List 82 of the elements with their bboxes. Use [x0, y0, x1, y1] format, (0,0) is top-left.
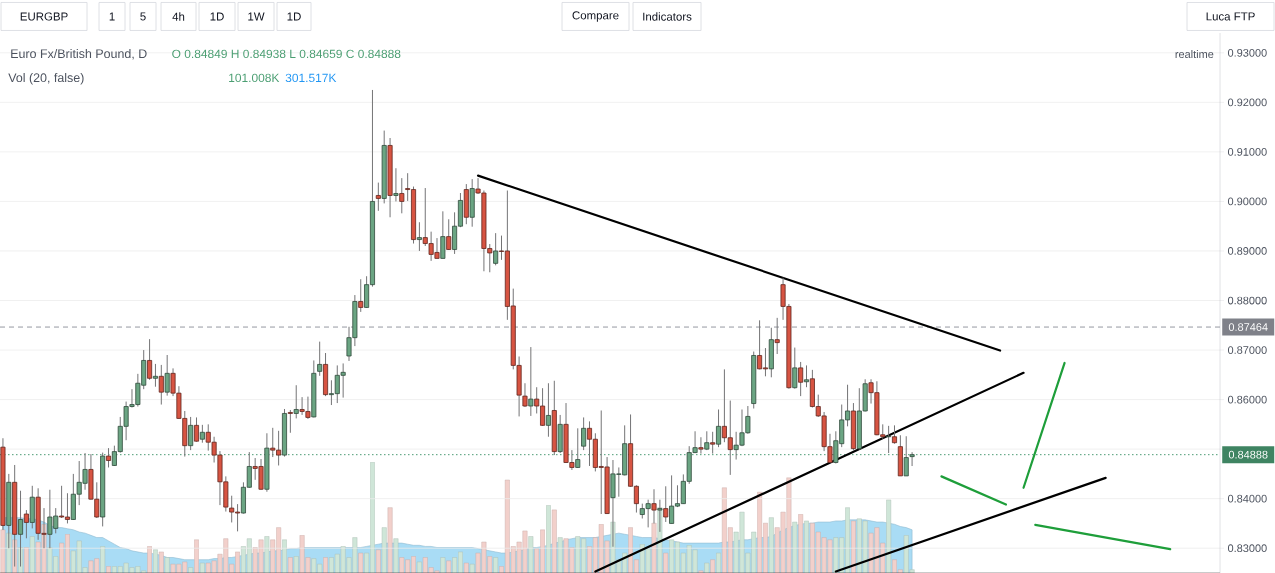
- candlestick: [393, 167, 399, 202]
- candlestick: [581, 416, 587, 451]
- y-tick-label: 0.88000: [1227, 296, 1267, 305]
- bar: [282, 539, 287, 573]
- candlestick: [663, 485, 669, 523]
- bar: [293, 556, 299, 573]
- bar: [323, 557, 328, 573]
- candlestick: [798, 361, 804, 397]
- y-tick-label: 0.93000: [1227, 48, 1267, 57]
- y-tick-label: 0.83000: [1227, 544, 1267, 553]
- text: O 0.84849 H 0.84938 L 0.84659 C 0.84888: [172, 49, 401, 59]
- candlestick: [446, 218, 452, 251]
- bar: [147, 546, 153, 573]
- y-tick-label: 0.91000: [1227, 148, 1267, 156]
- candlestick: [792, 347, 798, 390]
- annotation: realtime: [1175, 50, 1214, 59]
- text: Euro Fx/British Pound, D: [11, 48, 147, 60]
- bar: [153, 549, 158, 573]
- bar: [546, 505, 551, 573]
- bar: [264, 536, 270, 573]
- text: 1D: [287, 12, 301, 21]
- candlestick: [188, 416, 194, 451]
- candlestick: [545, 382, 551, 438]
- candlestick: [287, 409, 293, 434]
- candlestick: [716, 409, 722, 448]
- candlestick: [106, 447, 112, 468]
- candlestick: [891, 424, 898, 445]
- text: Indicators: [643, 12, 692, 21]
- y-tick-label: 0.84000: [1227, 494, 1267, 503]
- annotation: 101.008K: [229, 73, 280, 83]
- bar: [393, 538, 399, 573]
- annotation: 301.517K: [285, 73, 337, 83]
- candlestick: [804, 364, 810, 388]
- chart-title: Vol (20, false): [8, 72, 84, 85]
- text: EURGBP: [20, 12, 68, 21]
- text: 4h: [172, 12, 185, 21]
- text: 1D: [210, 12, 224, 21]
- candlestick: [147, 338, 153, 381]
- bar: [528, 536, 534, 573]
- bar: [164, 557, 170, 573]
- y-tick-label: 0.89000: [1227, 247, 1267, 255]
- y-tick-label: 0.87000: [1227, 346, 1267, 354]
- candlestick: [528, 346, 534, 417]
- text: Compare: [572, 11, 619, 22]
- candlestick: [193, 416, 200, 443]
- bar: [804, 520, 809, 573]
- text: Luca FTP: [1206, 12, 1255, 21]
- candlestick: [416, 221, 422, 252]
- bar: [0, 529, 6, 573]
- bar: [387, 507, 393, 573]
- y-tick-label: 0.90000: [1227, 197, 1267, 206]
- candlestick: [903, 435, 909, 477]
- candlestick: [317, 341, 323, 377]
- ref-line-label: 0.84888: [1228, 450, 1268, 459]
- candlestick: [293, 384, 299, 419]
- bar: [381, 527, 387, 573]
- bar: [106, 566, 111, 573]
- text: 1W: [248, 12, 265, 21]
- bar: [194, 539, 199, 573]
- candlestick: [375, 182, 381, 212]
- text: 1: [109, 12, 115, 21]
- candlestick: [158, 364, 164, 406]
- bar: [557, 537, 563, 573]
- ref-line-label: 0.87464: [1228, 323, 1268, 331]
- candlestick: [774, 317, 780, 355]
- candlestick: [23, 509, 29, 539]
- candlestick: [698, 436, 704, 455]
- bar: [440, 557, 446, 573]
- y-tick-label: 0.92000: [1227, 98, 1267, 107]
- candlestick: [493, 232, 499, 266]
- candlestick: [358, 278, 364, 313]
- candlestick: [909, 451, 915, 467]
- candlestick: [710, 431, 716, 455]
- y-tick-label: 0.86000: [1227, 395, 1267, 404]
- bar: [698, 570, 704, 573]
- candlestick: [440, 210, 446, 259]
- candlestick: [164, 354, 170, 397]
- candlestick: [152, 363, 158, 388]
- bar: [851, 520, 856, 573]
- text: 5: [140, 12, 146, 21]
- candlestick: [399, 177, 405, 214]
- candlestick: [575, 427, 581, 469]
